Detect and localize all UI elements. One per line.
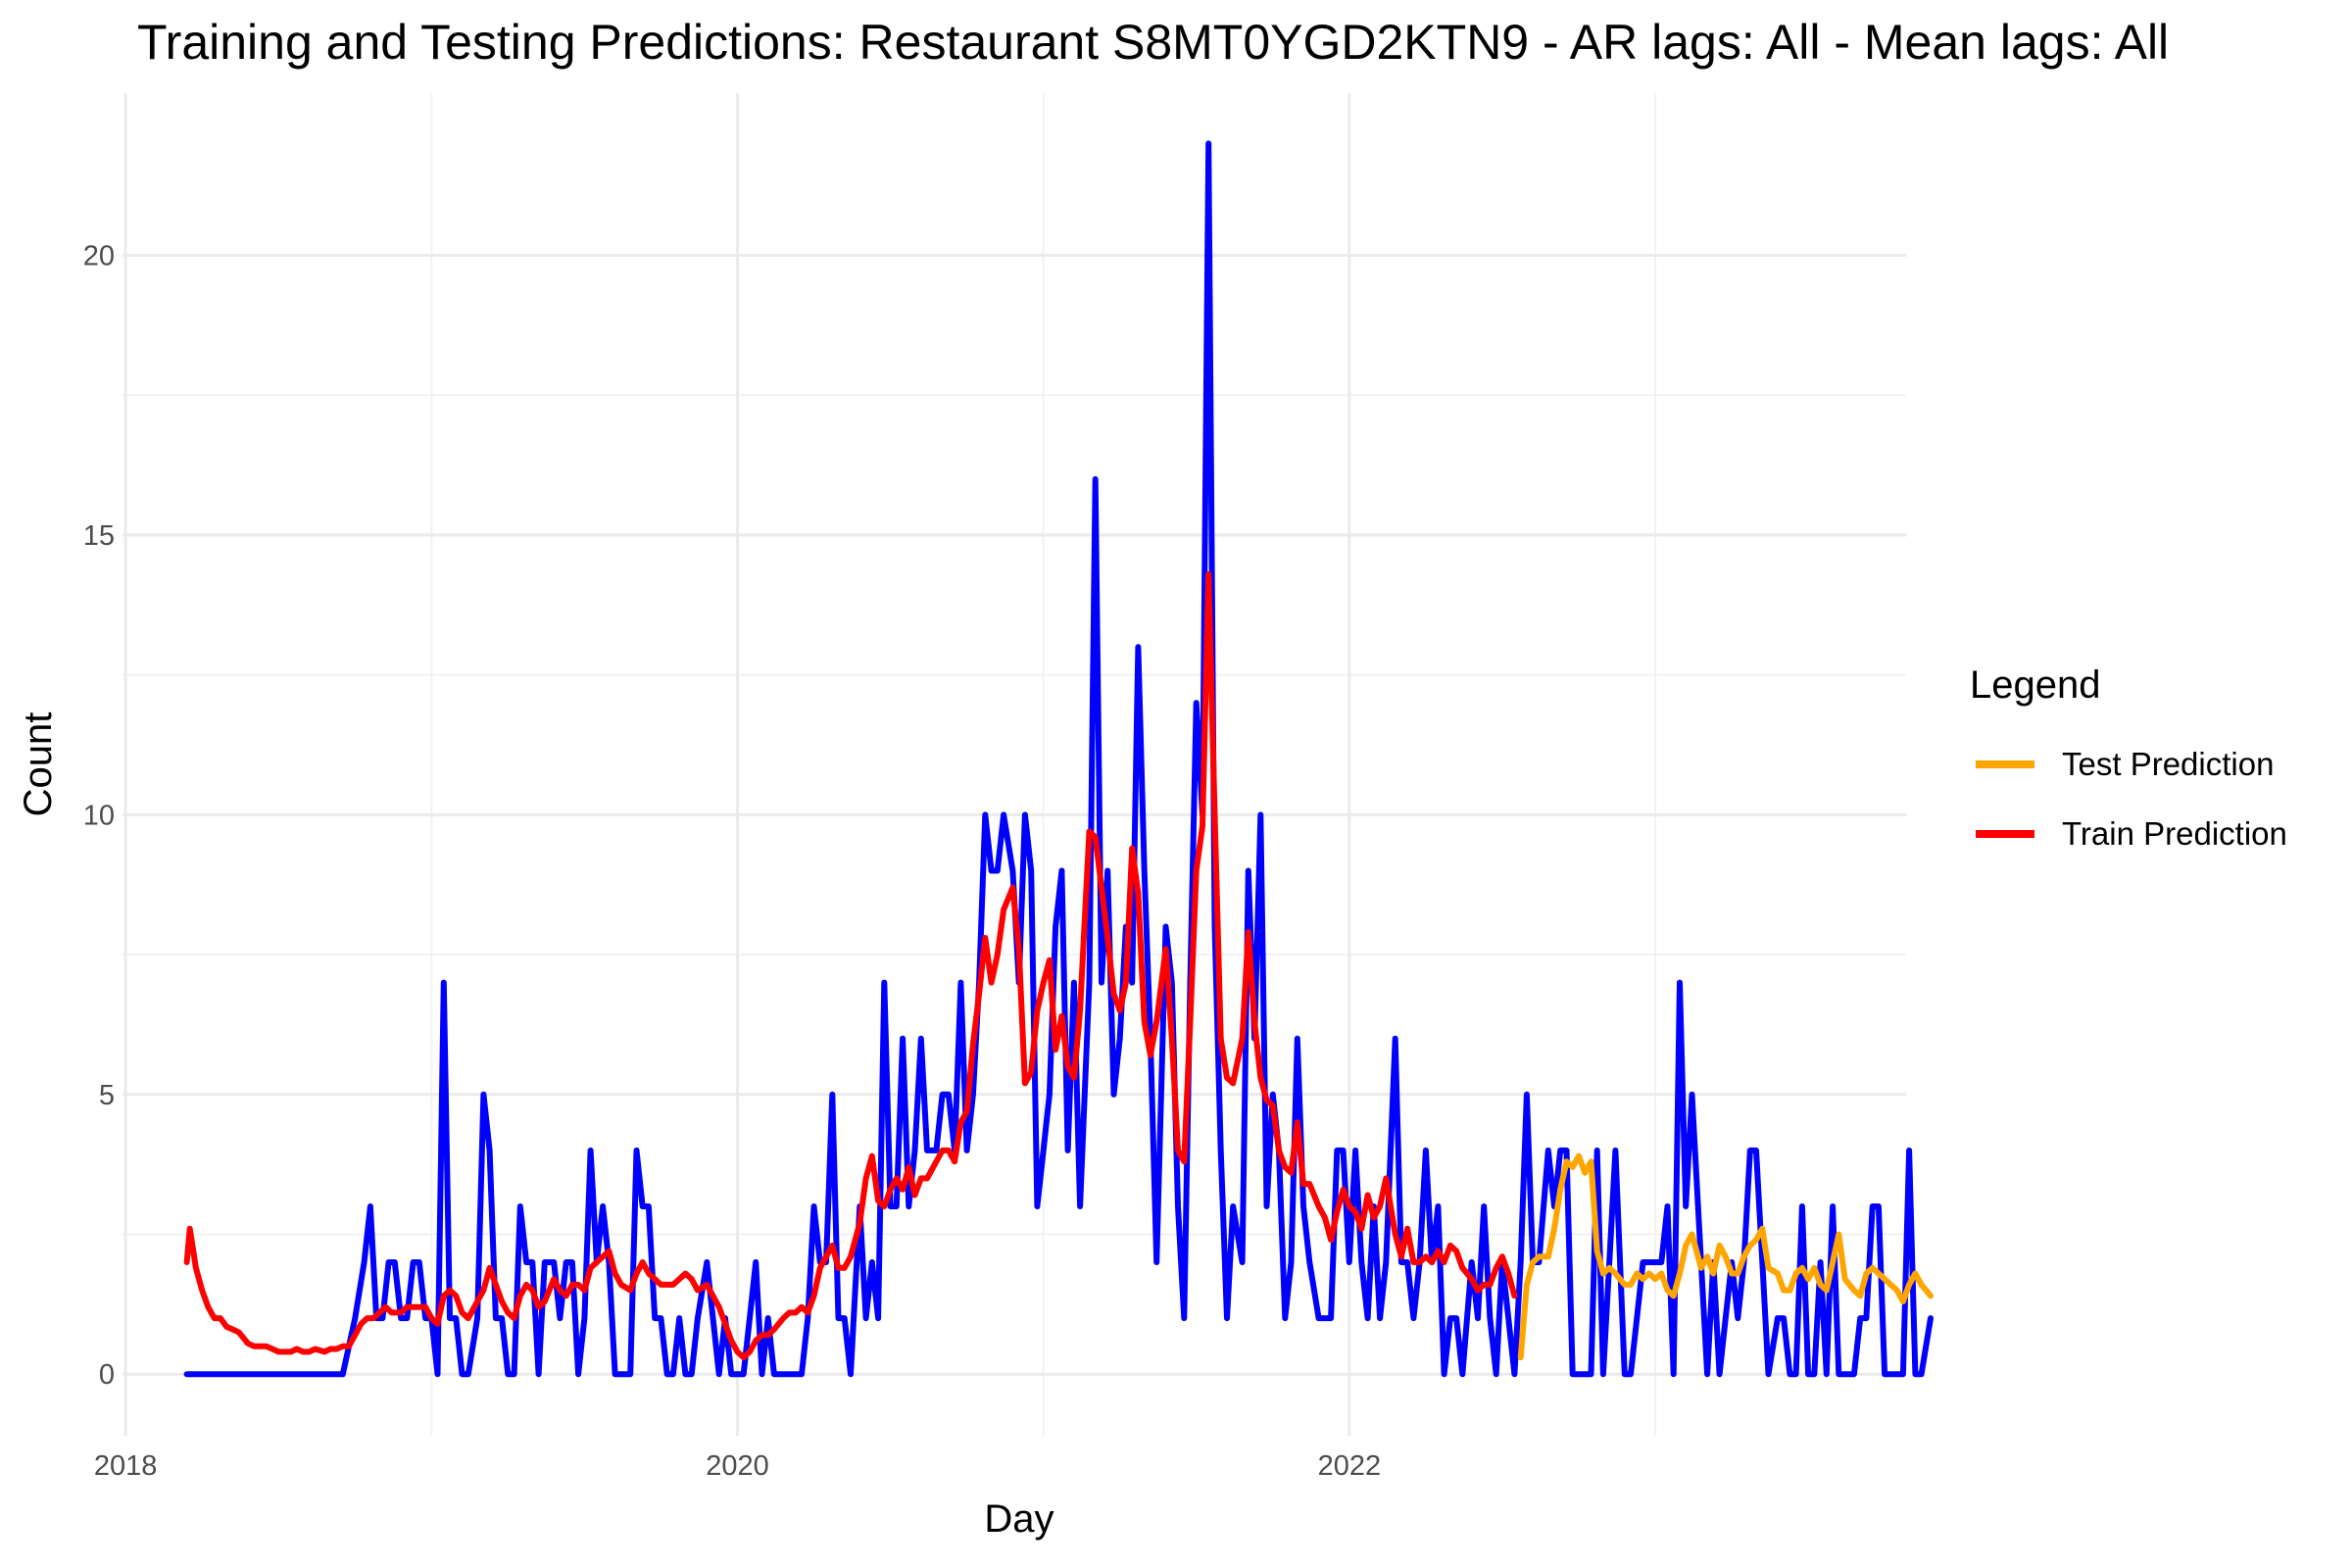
y-tick-label: 0	[99, 1359, 115, 1391]
series-line-train	[183, 570, 1518, 1361]
chart-title: Training and Testing Predictions: Restau…	[137, 15, 2169, 70]
legend: Legend Test Prediction Train Prediction	[1970, 663, 2287, 852]
legend-label-train: Train Prediction	[2062, 815, 2287, 852]
legend-title: Legend	[1970, 663, 2100, 707]
legend-label-test: Test Prediction	[2062, 746, 2274, 782]
x-tick-label: 2022	[1318, 1450, 1382, 1482]
y-axis-title: Count	[17, 712, 60, 817]
x-tick-label: 2018	[94, 1450, 158, 1482]
series-line-actual	[183, 140, 1934, 1378]
x-axis-title: Day	[984, 1497, 1054, 1541]
y-tick-label: 15	[83, 520, 115, 552]
ticks: 0 5 10 15 20 2018 2020 2022	[83, 241, 1381, 1482]
series-layer	[183, 140, 1934, 1378]
y-tick-label: 5	[99, 1080, 115, 1111]
x-tick-label: 2020	[706, 1450, 769, 1482]
series-line-test	[1517, 1152, 1934, 1361]
y-tick-label: 20	[83, 241, 115, 272]
grid	[122, 93, 1906, 1436]
y-tick-label: 10	[83, 800, 115, 831]
